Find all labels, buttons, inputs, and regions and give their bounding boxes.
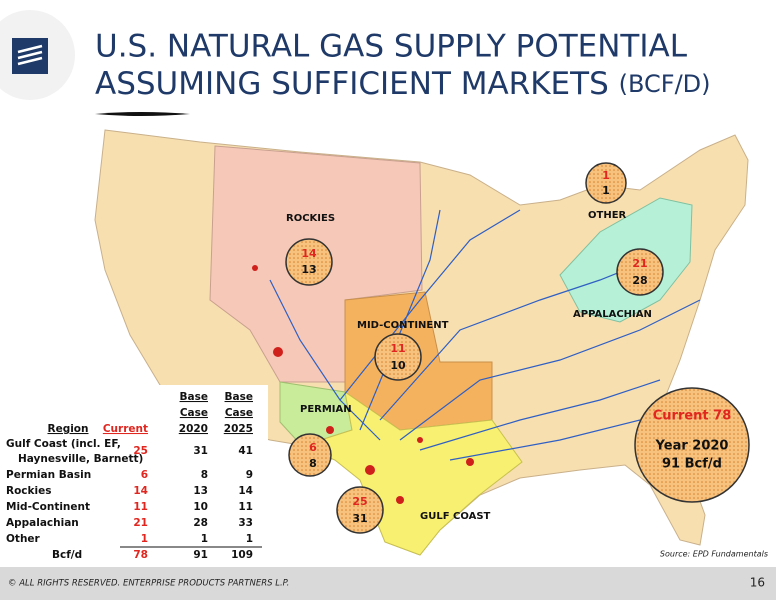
supply-table: Base Case 2020 Base Case 2025 Region Current Gul… [6,391,262,561]
current-value: 21 [632,257,647,270]
region-bubble [336,486,384,534]
cell-value: 6 [141,469,148,481]
footer-bar [0,567,776,600]
cell-value: 33 [238,517,253,529]
summary-year: Year 2020 [655,439,729,454]
title-text: ASSUMING SUFFICIENT MARKETS [95,66,609,102]
cell-value: 1 [201,533,208,545]
region-bubble [616,248,664,296]
logo-mark [17,44,43,66]
region-label: ROCKIES [286,213,335,224]
column-header: 2025 [224,423,253,435]
column-header: Region [47,423,88,435]
region-label: PERMIAN [300,404,352,415]
region-bubble [285,238,333,286]
current-value: 14 [301,247,317,260]
region-bubble [288,433,332,477]
row-label: Appalachian [6,517,79,529]
source: Source: EPD Fundamentals [660,550,768,559]
table-background [0,385,268,563]
cell-value: 13 [193,485,208,497]
cell-value: 25 [133,445,148,457]
cell-value: 41 [238,445,253,457]
production-areas [252,265,474,504]
title-unit: (BCF/D) [619,70,711,98]
copyright: © ALL RIGHTS RESERVED. ENTERPRISE PRODUC… [8,579,289,589]
base-2020-value: 31 [352,512,367,525]
cell-value: 11 [133,501,148,513]
region-label: OTHER [588,210,627,221]
cell-value: 14 [238,485,253,497]
title: ASSUMING SUFFICIENT MARKETS (BCF/D) [95,66,711,102]
base-2020-value: 1 [602,184,610,197]
base-2020-value: 8 [309,457,317,470]
cell-value: 91 [193,549,208,561]
row-label: Mid-Continent [6,501,90,513]
column-header: Case [225,407,253,419]
cell-value: 10 [193,501,208,513]
cell-value: 21 [133,517,148,529]
cell-value: 11 [238,501,253,513]
column-header: Current [103,423,148,435]
row-label: Rockies [6,485,51,497]
current-value: 11 [390,342,405,355]
title-underline [95,112,190,116]
region-label: APPALACHIAN [573,309,652,320]
current-value: 6 [309,441,317,454]
region-bubble [374,333,422,381]
cell-value: 8 [201,469,208,481]
cell-value: 78 [133,549,148,561]
region-label: MID-CONTINENT [357,320,449,331]
cell-value: 28 [193,517,208,529]
column-header: Case [180,407,208,419]
row-label: Other [6,533,41,545]
base-2020-value: 28 [632,274,647,287]
row-label: Permian Basin [6,469,91,481]
column-header: Base [225,391,253,403]
current-value: 1 [602,169,610,182]
cell-value: 9 [246,469,253,481]
row-label: Bcf/d [52,549,82,561]
current-value: 25 [352,495,367,508]
region-bubble [585,162,627,204]
region-label: GULF COAST [420,511,491,522]
cell-value: 1 [141,533,148,545]
summary-current: Current 78 [653,409,732,424]
column-header: 2020 [179,423,208,435]
cell-value: 109 [231,549,253,561]
cell-value: 31 [193,445,208,457]
summary-total: 91 Bcf/d [662,457,722,472]
row-label: Gulf Coast (incl. EF, [6,438,121,450]
page-number: 16 [750,576,765,590]
column-header: Base [180,391,208,403]
row-label: Haynesville, Barnett) [18,453,143,465]
summary-bubble [634,387,750,503]
title: U.S. NATURAL GAS SUPPLY POTENTIAL [95,29,688,65]
cell-value: 1 [246,533,253,545]
cell-value: 14 [133,485,148,497]
base-2020-value: 10 [390,359,406,372]
base-2020-value: 13 [301,263,316,276]
